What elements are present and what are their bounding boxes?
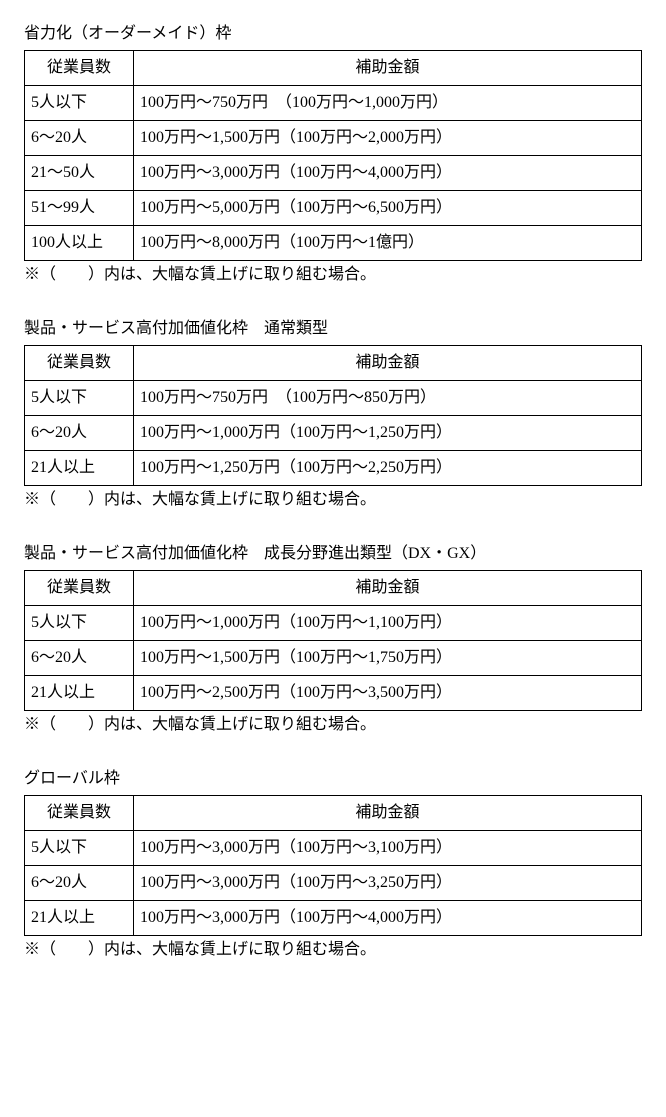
header-amount: 補助金額: [134, 51, 642, 86]
section-note: ※（ ）内は、大幅な賃上げに取り組む場合。: [24, 263, 642, 287]
table-row: 6～20人100万円～3,000万円（100万円～3,250万円）: [25, 866, 642, 901]
cell-amount: 100万円～1,500万円（100万円～2,000万円）: [134, 121, 642, 156]
section-title: 製品・サービス高付加価値化枠 成長分野進出類型（DX・GX）: [24, 542, 642, 566]
table-row: 5人以下100万円～3,000万円（100万円～3,100万円）: [25, 831, 642, 866]
cell-amount: 100万円～750万円 （100万円～850万円）: [134, 381, 642, 416]
cell-employees: 6～20人: [25, 416, 134, 451]
subsidy-section: 省力化（オーダーメイド）枠従業員数補助金額5人以下100万円～750万円 （10…: [24, 22, 642, 287]
cell-amount: 100万円～3,000万円（100万円～4,000万円）: [134, 156, 642, 191]
table-row: 5人以下100万円～1,000万円（100万円～1,100万円）: [25, 606, 642, 641]
subsidy-table: 従業員数補助金額5人以下100万円～750万円 （100万円～1,000万円）6…: [24, 50, 642, 261]
table-row: 5人以下100万円～750万円 （100万円～1,000万円）: [25, 86, 642, 121]
cell-amount: 100万円～3,000万円（100万円～3,250万円）: [134, 866, 642, 901]
table-row: 6～20人100万円～1,500万円（100万円～1,750万円）: [25, 641, 642, 676]
header-amount: 補助金額: [134, 346, 642, 381]
cell-amount: 100万円～1,250万円（100万円～2,250万円）: [134, 451, 642, 486]
cell-amount: 100万円～750万円 （100万円～1,000万円）: [134, 86, 642, 121]
subsidy-section: グローバル枠従業員数補助金額5人以下100万円～3,000万円（100万円～3,…: [24, 767, 642, 962]
section-title: 省力化（オーダーメイド）枠: [24, 22, 642, 46]
cell-employees: 21人以上: [25, 901, 134, 936]
header-employees: 従業員数: [25, 51, 134, 86]
cell-employees: 21人以上: [25, 676, 134, 711]
cell-employees: 5人以下: [25, 381, 134, 416]
cell-employees: 21人以上: [25, 451, 134, 486]
table-row: 5人以下100万円～750万円 （100万円～850万円）: [25, 381, 642, 416]
table-header-row: 従業員数補助金額: [25, 571, 642, 606]
section-title: 製品・サービス高付加価値化枠 通常類型: [24, 317, 642, 341]
subsidy-table: 従業員数補助金額5人以下100万円～750万円 （100万円～850万円）6～2…: [24, 345, 642, 486]
table-row: 6～20人100万円～1,000万円（100万円～1,250万円）: [25, 416, 642, 451]
table-row: 6～20人100万円～1,500万円（100万円～2,000万円）: [25, 121, 642, 156]
cell-employees: 21～50人: [25, 156, 134, 191]
cell-amount: 100万円～1,500万円（100万円～1,750万円）: [134, 641, 642, 676]
cell-employees: 5人以下: [25, 831, 134, 866]
section-note: ※（ ）内は、大幅な賃上げに取り組む場合。: [24, 488, 642, 512]
table-row: 21人以上100万円～1,250万円（100万円～2,250万円）: [25, 451, 642, 486]
section-note: ※（ ）内は、大幅な賃上げに取り組む場合。: [24, 938, 642, 962]
cell-employees: 51～99人: [25, 191, 134, 226]
cell-amount: 100万円～1,000万円（100万円～1,100万円）: [134, 606, 642, 641]
subsidy-section: 製品・サービス高付加価値化枠 通常類型従業員数補助金額5人以下100万円～750…: [24, 317, 642, 512]
cell-employees: 6～20人: [25, 866, 134, 901]
section-title: グローバル枠: [24, 767, 642, 791]
table-header-row: 従業員数補助金額: [25, 796, 642, 831]
cell-amount: 100万円～3,000万円（100万円～4,000万円）: [134, 901, 642, 936]
cell-employees: 6～20人: [25, 641, 134, 676]
header-amount: 補助金額: [134, 571, 642, 606]
header-amount: 補助金額: [134, 796, 642, 831]
header-employees: 従業員数: [25, 796, 134, 831]
table-header-row: 従業員数補助金額: [25, 51, 642, 86]
table-row: 51～99人100万円～5,000万円（100万円～6,500万円）: [25, 191, 642, 226]
table-header-row: 従業員数補助金額: [25, 346, 642, 381]
header-employees: 従業員数: [25, 571, 134, 606]
cell-amount: 100万円～1,000万円（100万円～1,250万円）: [134, 416, 642, 451]
cell-employees: 5人以下: [25, 86, 134, 121]
cell-amount: 100万円～5,000万円（100万円～6,500万円）: [134, 191, 642, 226]
cell-amount: 100万円～3,000万円（100万円～3,100万円）: [134, 831, 642, 866]
table-row: 21人以上100万円～3,000万円（100万円～4,000万円）: [25, 901, 642, 936]
table-row: 21人以上100万円～2,500万円（100万円～3,500万円）: [25, 676, 642, 711]
subsidy-section: 製品・サービス高付加価値化枠 成長分野進出類型（DX・GX） 従業員数補助金額5人…: [24, 542, 642, 737]
subsidy-table: 従業員数補助金額5人以下100万円～3,000万円（100万円～3,100万円）…: [24, 795, 642, 936]
table-row: 100人以上100万円～8,000万円（100万円～1億円）: [25, 226, 642, 261]
cell-employees: 5人以下: [25, 606, 134, 641]
subsidy-table: 従業員数補助金額5人以下100万円～1,000万円（100万円～1,100万円）…: [24, 570, 642, 711]
section-note: ※（ ）内は、大幅な賃上げに取り組む場合。: [24, 713, 642, 737]
cell-amount: 100万円～2,500万円（100万円～3,500万円）: [134, 676, 642, 711]
table-row: 21～50人100万円～3,000万円（100万円～4,000万円）: [25, 156, 642, 191]
cell-employees: 100人以上: [25, 226, 134, 261]
cell-employees: 6～20人: [25, 121, 134, 156]
header-employees: 従業員数: [25, 346, 134, 381]
cell-amount: 100万円～8,000万円（100万円～1億円）: [134, 226, 642, 261]
